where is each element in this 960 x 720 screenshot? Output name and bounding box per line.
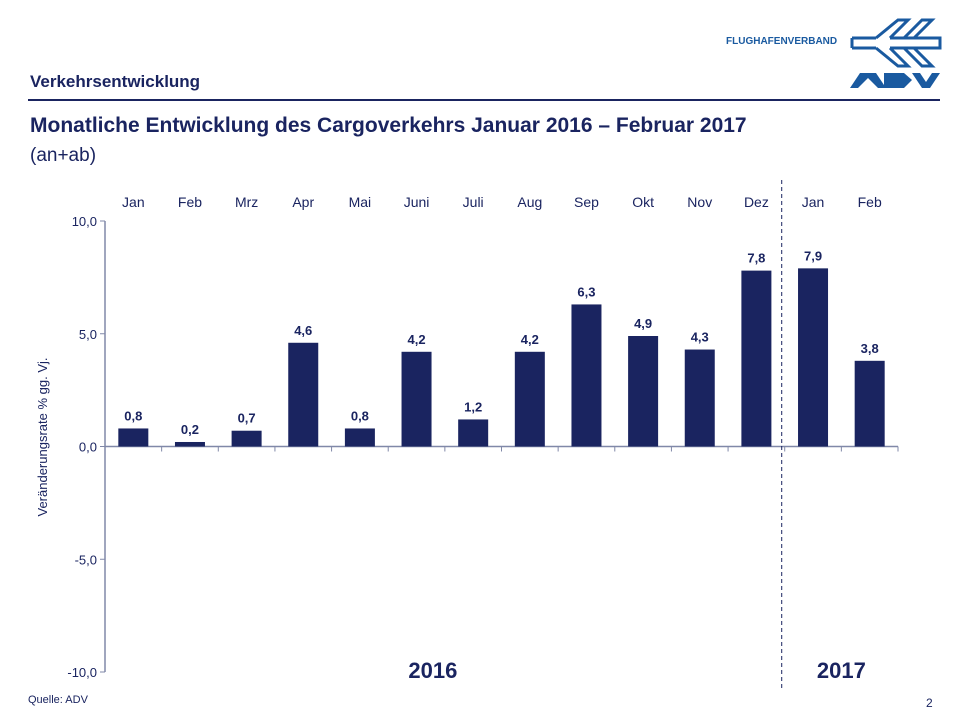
- bar-juni: [401, 351, 432, 447]
- data-label: 4,3: [691, 330, 709, 345]
- bar-feb: [174, 441, 205, 447]
- bar-apr: [288, 342, 319, 447]
- data-label: 6,3: [577, 284, 595, 299]
- page-title: Monatliche Entwicklung des Cargoverkehrs…: [30, 114, 747, 137]
- logo-text: FLUGHAFENVERBAND: [726, 36, 838, 47]
- data-label: 0,8: [351, 408, 369, 423]
- page-number: 2: [926, 696, 933, 710]
- bar-feb: [854, 360, 885, 447]
- data-label: 0,7: [238, 411, 256, 426]
- category-label: Juli: [463, 194, 484, 210]
- bar-sep: [571, 304, 602, 447]
- data-label: 4,2: [521, 332, 539, 347]
- data-label: 4,2: [407, 332, 425, 347]
- bar-nov: [684, 349, 715, 447]
- category-label: Feb: [178, 194, 202, 210]
- section-title: Verkehrsentwicklung: [30, 72, 201, 91]
- y-tick-label: -5,0: [75, 552, 97, 567]
- year-label: 2017: [817, 658, 866, 683]
- adv-logo-icon: [850, 18, 942, 88]
- data-label: 0,8: [124, 408, 142, 423]
- y-tick-label: -10,0: [67, 665, 97, 680]
- year-label: 2016: [408, 658, 457, 683]
- category-label: Mai: [349, 194, 372, 210]
- category-label: Feb: [858, 194, 882, 210]
- bar-juli: [458, 419, 489, 447]
- category-label: Juni: [404, 194, 430, 210]
- category-label: Okt: [632, 194, 654, 210]
- data-label: 3,8: [861, 341, 879, 356]
- data-label: 4,6: [294, 323, 312, 338]
- data-label: 4,9: [634, 316, 652, 331]
- data-label: 0,2: [181, 422, 199, 437]
- data-label: 7,9: [804, 248, 822, 263]
- category-label: Jan: [802, 194, 825, 210]
- y-tick-label: 10,0: [72, 214, 97, 229]
- bar-okt: [628, 336, 659, 447]
- source-note: Quelle: ADV: [28, 694, 88, 706]
- y-tick-label: 5,0: [79, 327, 97, 342]
- category-label: Mrz: [235, 194, 258, 210]
- y-axis-label: Veränderungsrate % gg. Vj.: [35, 358, 50, 517]
- category-label: Aug: [517, 194, 542, 210]
- category-label: Nov: [687, 194, 712, 210]
- category-label: Jan: [122, 194, 145, 210]
- category-label: Dez: [744, 194, 769, 210]
- y-tick-label: 0,0: [79, 440, 97, 455]
- bar-aug: [514, 351, 545, 447]
- data-label: 1,2: [464, 399, 482, 414]
- category-label: Apr: [292, 194, 314, 210]
- bar-mrz: [231, 430, 262, 447]
- bar-mai: [344, 428, 375, 447]
- data-label: 7,8: [747, 251, 765, 266]
- page-subtitle: (an+ab): [30, 145, 97, 166]
- bar-dez: [741, 270, 772, 447]
- category-label: Sep: [574, 194, 599, 210]
- bar-jan: [798, 268, 829, 447]
- header-divider: [28, 99, 940, 101]
- bar-jan: [118, 428, 149, 447]
